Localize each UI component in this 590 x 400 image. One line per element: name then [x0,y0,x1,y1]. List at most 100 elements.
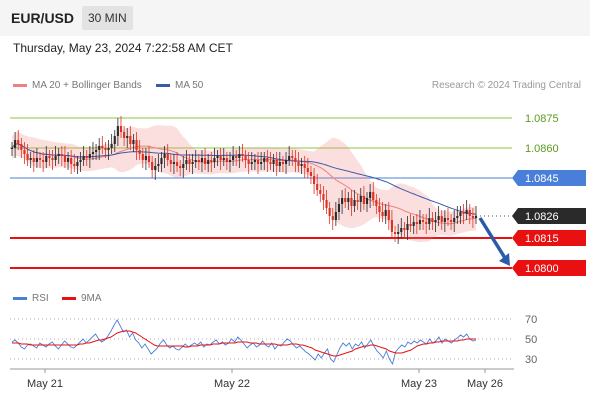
support-label-bg-1.0800 [512,260,586,276]
candle [60,146,63,166]
candle [244,150,247,168]
candle [434,212,437,232]
candle [175,152,179,172]
candle [378,198,381,222]
candle-body [216,156,219,158]
candle-body [312,176,316,184]
candle-body [116,126,119,136]
candle [397,224,400,244]
candle-body [188,160,191,164]
candle-body [418,220,422,224]
symbol-label: EUR/USD [11,10,75,26]
candle-body [182,164,185,168]
candle [303,156,306,178]
candle-body [160,158,163,164]
candle [113,130,116,152]
candle [104,142,107,158]
candle [456,206,459,224]
candle-body [126,136,129,138]
candle [353,190,356,212]
timeframe-button[interactable]: 30 MIN [82,6,133,30]
candle-body [393,232,397,234]
candle [369,184,372,208]
candle-body [372,192,375,200]
candle-body [51,158,54,160]
candle-body [306,168,309,172]
candle [288,146,291,166]
candle [468,204,471,224]
candle-body [207,160,210,164]
current-label-bg-1.0826 [512,208,586,224]
candle-body [10,148,14,149]
candle [347,192,350,210]
candle-body [110,144,113,148]
candle [462,204,465,224]
candle [210,152,213,172]
candle [450,214,453,230]
candle-body [440,216,443,222]
candle-body [474,216,478,218]
candle-body [210,160,213,162]
candle [431,212,434,230]
candle-body [406,224,409,230]
candle-body [369,192,372,198]
candle-body [325,200,328,208]
candle [403,222,406,238]
candle-body [197,160,200,162]
candle [151,156,154,178]
candle [372,182,375,206]
candle [157,154,160,172]
candle-body [129,136,132,144]
candle [247,152,250,174]
candle [266,150,269,172]
candle [76,156,79,174]
candle [57,148,60,164]
candle [384,204,387,224]
candle [138,140,141,160]
candle [465,200,468,220]
candle-body [14,140,17,148]
candle [362,186,365,210]
candle [471,208,474,228]
x-tick-label: May 21 [27,378,63,390]
candle [10,142,14,156]
candle-body [157,164,160,166]
candle [400,218,403,238]
level-label-1.0826: 1.0826 [525,211,559,223]
candle [82,146,85,166]
candle [253,154,256,170]
candle-body [294,158,297,162]
candle [141,148,144,168]
candle [14,132,17,158]
candle-body [384,210,387,216]
candle-body [203,158,207,164]
candle-body [291,156,294,158]
rsi-tick-30: 30 [525,354,537,366]
candle-body [328,208,331,216]
legend-rsi: RSI [13,293,49,304]
candle [300,158,303,174]
candle [194,150,197,168]
candle [387,202,390,230]
candle-body [194,160,197,162]
candle-body [465,210,468,214]
candle-body [200,158,204,162]
candle-body [316,184,319,190]
rsi-tick-50: 50 [525,334,537,346]
candle-body [434,220,437,222]
candle-body [421,220,425,222]
candle-body [191,162,194,164]
candle-body [247,160,250,164]
candle-body [387,210,390,220]
candle [163,146,166,168]
candle-body [443,218,446,222]
candle-body [154,166,157,170]
candle-body [94,150,98,152]
level-label-1.0875: 1.0875 [525,113,559,125]
candle [203,148,207,170]
candle [269,152,272,170]
candle-body [269,162,272,164]
candle-body [238,154,241,158]
candle [188,154,191,172]
